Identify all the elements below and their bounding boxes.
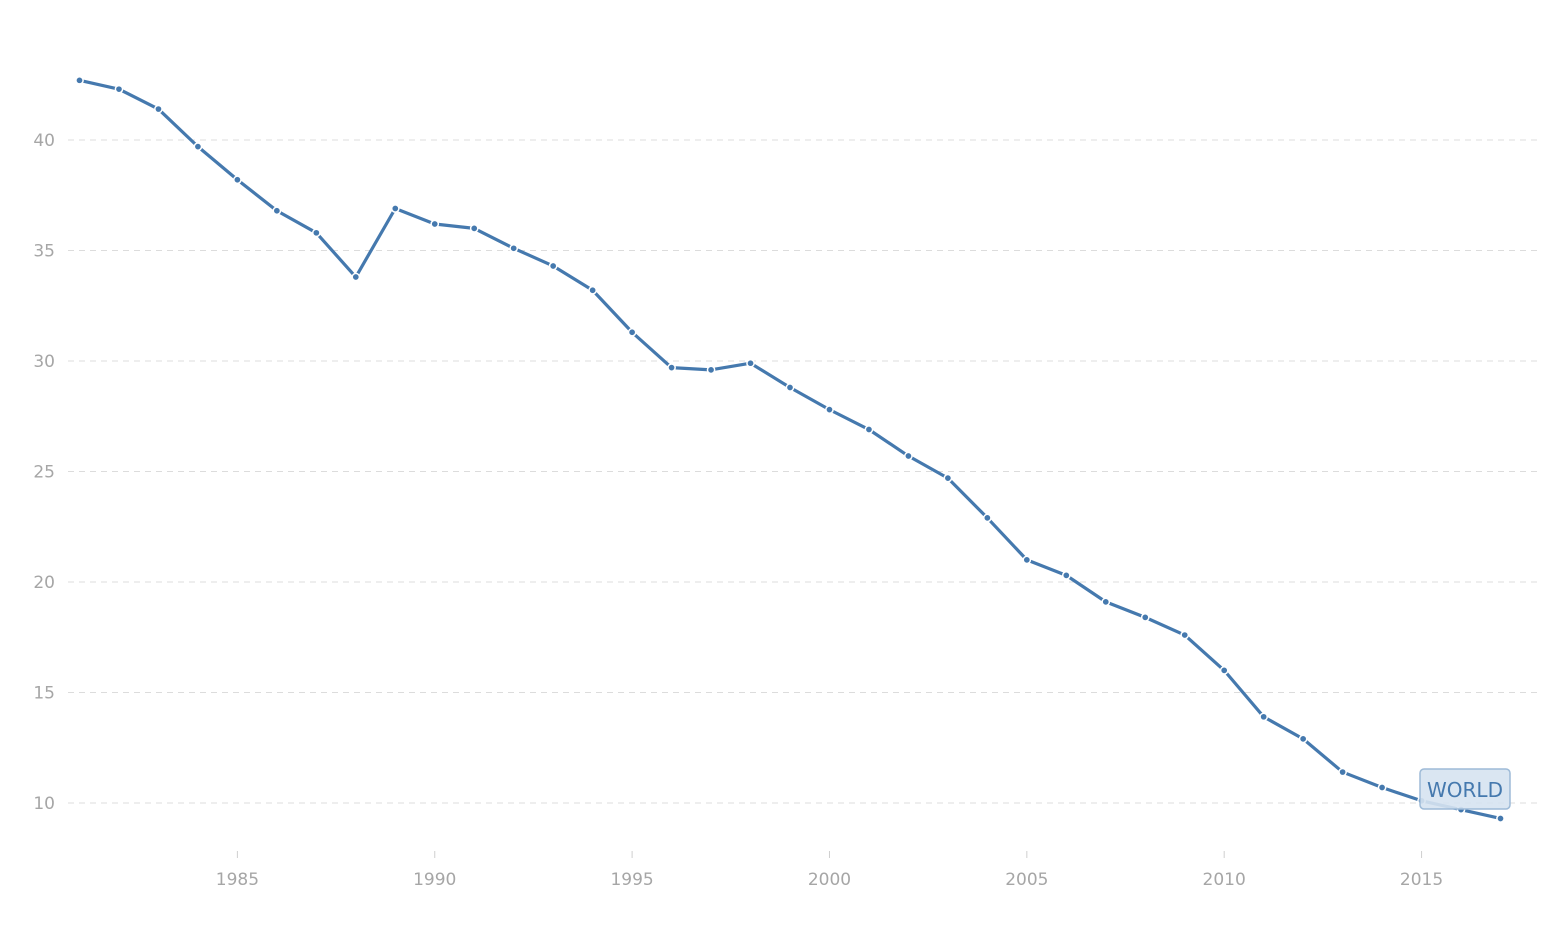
data-point[interactable] [114,84,124,94]
data-point[interactable] [904,451,913,461]
data-point[interactable] [785,383,795,392]
x-tick-label: 2010 [1203,870,1246,890]
series-label-world: WORLD [1419,768,1511,810]
x-tick-label: 1985 [216,870,259,890]
series-line [77,78,1503,821]
x-tick-label: 2015 [1400,870,1443,890]
data-point[interactable] [548,261,558,271]
data-point[interactable] [1180,630,1190,640]
data-point[interactable] [1377,783,1387,792]
x-tick-label: 2005 [1005,870,1048,890]
series-label-box [1419,768,1511,810]
data-point[interactable] [1338,767,1347,777]
data-point[interactable] [1140,613,1150,622]
y-tick-label: 10 [33,794,55,814]
data-point[interactable] [825,405,834,414]
data-point[interactable] [746,358,755,368]
data-point[interactable] [1219,666,1229,675]
data-point[interactable] [1259,712,1269,722]
data-point[interactable] [1496,814,1505,823]
data-point[interactable] [1061,571,1071,580]
y-tick-label: 30 [33,352,55,372]
y-axis: 10 15 20 25 30 35 40 [33,131,55,814]
x-tick-label: 1990 [413,870,456,890]
data-point[interactable] [233,175,242,185]
data-point[interactable] [864,425,874,434]
series-world [75,75,1505,823]
y-tick-label: 25 [33,463,55,483]
data-point[interactable] [943,473,953,483]
y-tick-label: 15 [33,684,55,704]
series-label-text: WORLD [1427,778,1503,802]
data-point[interactable] [1101,597,1111,607]
x-tick-label: 2000 [808,870,851,890]
data-point[interactable] [351,272,361,282]
data-point[interactable] [193,142,203,151]
data-point[interactable] [469,224,479,233]
data-point[interactable] [430,219,440,229]
data-point[interactable] [588,285,597,295]
data-point[interactable] [390,204,400,213]
data-point[interactable] [667,363,676,372]
y-tick-label: 35 [33,242,55,262]
data-point[interactable] [1298,734,1308,744]
data-point[interactable] [509,243,519,253]
data-point[interactable] [75,75,84,85]
data-point[interactable] [1022,555,1032,565]
x-axis: 1985 1990 1995 2000 2005 2010 2015 [216,851,1443,890]
gridlines [68,139,1540,804]
data-point[interactable] [627,327,637,337]
y-tick-label: 40 [33,131,55,151]
data-point[interactable] [983,513,992,523]
data-point[interactable] [272,206,282,216]
y-tick-label: 20 [33,573,55,593]
data-point[interactable] [154,104,163,114]
data-point[interactable] [706,365,716,375]
x-tick-label: 1995 [610,870,653,890]
data-point[interactable] [311,228,321,238]
